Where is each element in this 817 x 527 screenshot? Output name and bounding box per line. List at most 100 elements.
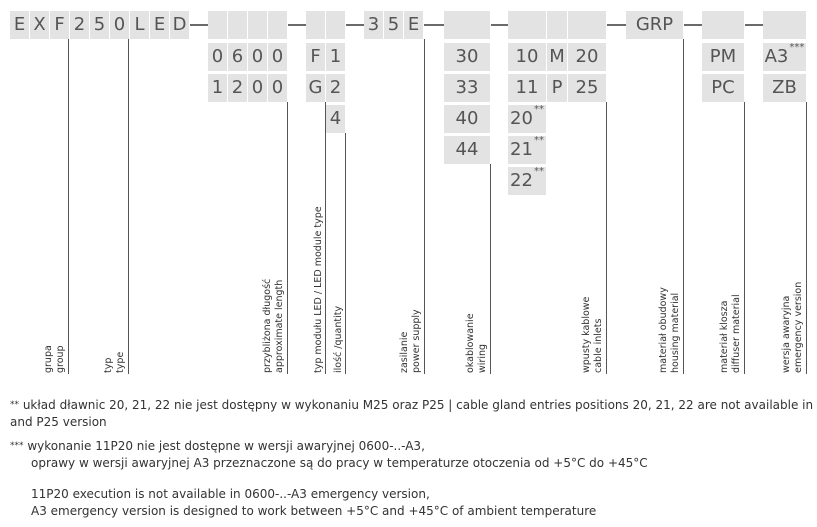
label-diffuser: materiał klosza diffuser material [719, 294, 742, 373]
leader-line-housing [683, 39, 684, 374]
wiring-option: 30 [444, 43, 490, 71]
footnote-1-marker: ** [10, 400, 19, 410]
footnote-marker: ** [533, 104, 544, 115]
code-prefix-2: F [50, 11, 69, 39]
leader-line-group [68, 39, 69, 374]
code-mid-1: 5 [384, 11, 403, 39]
code-prefix-1: X [30, 11, 49, 39]
leader-line-inlets [606, 102, 607, 374]
code-prefix-6: L [130, 11, 149, 39]
footnote-marker: ** [533, 135, 544, 146]
label-type: typ type [103, 351, 126, 373]
inlet-code-text: 22 [510, 170, 533, 191]
module-slot [326, 11, 345, 39]
module-option-qty: 4 [326, 105, 345, 133]
footnote-marker: *** [789, 42, 805, 53]
length-slot [248, 11, 267, 39]
leader-line-module [325, 102, 326, 374]
code-prefix-0: E [10, 11, 29, 39]
footnote-1: ** układ dławnic 20, 21, 22 nie jest dos… [10, 397, 817, 414]
footnote-2-line-3: 11P20 execution is not available in 0600… [31, 487, 430, 501]
length-slot [268, 11, 287, 39]
housing-grp-cell: GRP [626, 11, 683, 39]
module-option-type: G [306, 74, 325, 102]
footnote-2-line-1: wykonanie 11P20 nie jest dostępne w wers… [27, 439, 425, 453]
wiring-option: 40 [444, 105, 490, 133]
code-separator [346, 24, 364, 26]
code-prefix-3: 2 [70, 11, 89, 39]
code-separator [684, 24, 702, 26]
inlet-option-letter: M [547, 43, 567, 71]
length-option-1-d0: 1 [208, 74, 227, 102]
inlet-option-code: 20** [508, 104, 546, 133]
wiring-slot [444, 11, 490, 39]
footnote-2-marker: *** [10, 441, 24, 451]
code-prefix-8: D [170, 11, 189, 39]
code-separator [190, 24, 208, 26]
inlet-option-code: 21** [508, 135, 546, 164]
leader-line-quantity [345, 133, 346, 374]
footnote-1-cont: and P25 version [10, 415, 107, 429]
length-option-0-d1: 6 [228, 43, 247, 71]
code-mid-2: E [404, 11, 423, 39]
code-separator [424, 24, 444, 26]
inlet-option-value: 25 [568, 74, 606, 102]
length-option-1-d1: 2 [228, 74, 247, 102]
inlet-code-text: 20 [510, 108, 533, 129]
code-prefix-7: E [150, 11, 169, 39]
module-option-qty: 2 [326, 74, 345, 102]
code-separator [745, 24, 763, 26]
emergency-code-text: A3 [764, 46, 789, 67]
inlet-option-code: 11 [508, 74, 546, 102]
label-module: typ modułu LED / LED module type [313, 206, 324, 373]
code-separator [491, 24, 508, 26]
module-option-qty: 1 [326, 43, 345, 71]
leader-line-emergency [806, 102, 807, 374]
label-length: przybliżona długość approximate length [262, 278, 285, 373]
emergency-option: ZB [763, 74, 806, 102]
label-housing: materiał obudowy housing material [658, 287, 681, 373]
footnote-2-line-4: A3 emergency version is designed to work… [31, 504, 597, 518]
footnote-2-line-2: oprawy w wersji awaryjnej A3 przeznaczon… [31, 456, 648, 470]
leader-line-type [128, 39, 129, 374]
inlet-option-code: 22** [508, 166, 546, 195]
code-separator [288, 24, 306, 26]
code-prefix-5: 0 [110, 11, 129, 39]
diffuser-slot [702, 11, 744, 39]
label-inlets: wpusty kablowe cable inlets [581, 296, 604, 373]
length-option-0-d3: 0 [268, 43, 287, 71]
length-option-0-d0: 0 [208, 43, 227, 71]
label-quantity: ilość /quantity [333, 305, 344, 373]
emergency-option: A3*** [763, 42, 806, 71]
leader-line-power [424, 39, 425, 374]
leader-line-diffuser [744, 102, 745, 374]
label-group: grupa group [43, 345, 66, 373]
length-slot [228, 11, 247, 39]
inlet-slot [568, 11, 606, 39]
label-emergency: wersja awaryjna emergency version [781, 281, 804, 373]
footnote-marker: ** [533, 166, 544, 177]
footnote-2: *** wykonanie 11P20 nie jest dostępne w … [10, 438, 425, 455]
length-option-1-d2: 0 [248, 74, 267, 102]
inlet-option-code: 10 [508, 43, 546, 71]
length-option-1-d3: 0 [268, 74, 287, 102]
inlet-slot [547, 11, 567, 39]
diffuser-option: PM [702, 43, 744, 71]
module-option-type: F [306, 43, 325, 71]
length-slot [208, 11, 227, 39]
code-mid-0: 3 [364, 11, 383, 39]
inlet-slot [508, 11, 546, 39]
diffuser-option: PC [702, 74, 744, 102]
module-slot [306, 11, 325, 39]
length-option-0-d2: 0 [248, 43, 267, 71]
wiring-option: 44 [444, 136, 490, 164]
inlet-option-letter: P [547, 74, 567, 102]
emergency-slot [763, 11, 806, 39]
inlet-option-value: 20 [568, 43, 606, 71]
wiring-option: 33 [444, 74, 490, 102]
code-separator [607, 24, 626, 26]
footnote-1-line-1: układ dławnic 20, 21, 22 nie jest dostęp… [22, 398, 817, 412]
inlet-code-text: 21 [510, 139, 533, 160]
label-wiring: okablowanie wiring [465, 313, 488, 373]
label-power: zasilanie power supply [399, 309, 422, 373]
